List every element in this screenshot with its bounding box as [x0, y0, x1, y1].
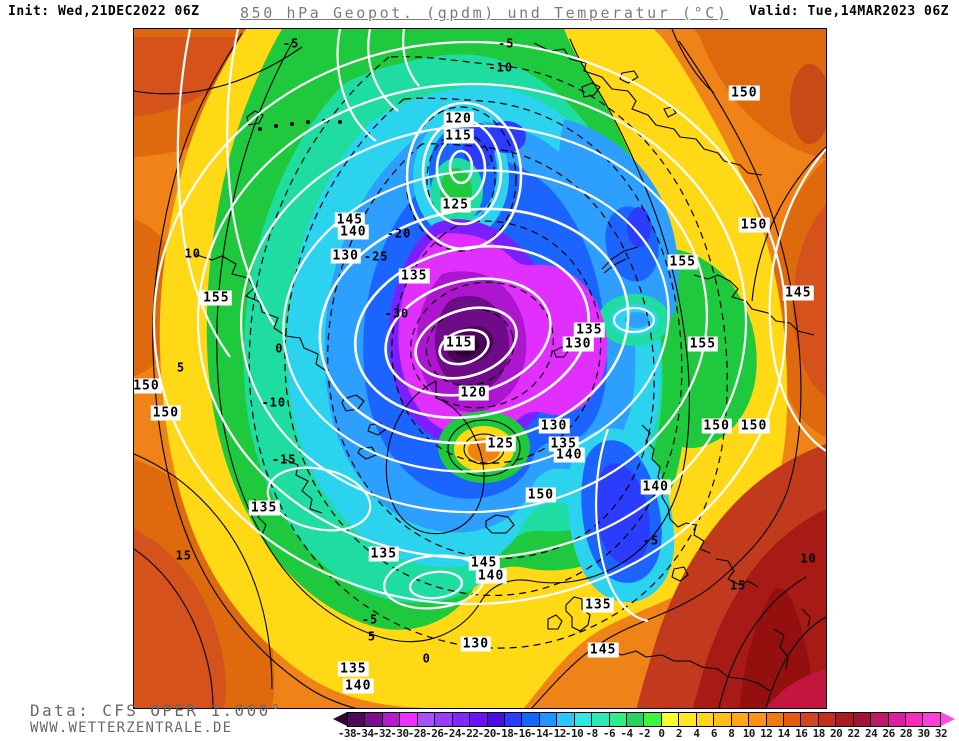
colorbar-tick-label: -4 [620, 727, 633, 740]
colorbar-cell [749, 713, 767, 726]
colorbar-cell [557, 713, 575, 726]
colorbar-tick-label: -14 [529, 727, 549, 740]
colorbar-cell [400, 713, 418, 726]
colorbar-tick-label: 16 [795, 727, 808, 740]
colorbar-tick-label: -16 [512, 727, 532, 740]
chart-title: 850 hPa Geopot. (gpdm) und Temperatur (°… [240, 4, 729, 22]
init-time-label: Init: Wed,21DEC2022 06Z [8, 4, 200, 19]
colorbar-cell [348, 713, 366, 726]
colorbar-tick-label: -26 [425, 727, 444, 740]
colorbar-tick-label: -24 [442, 727, 462, 740]
colorbar-tick-label: 12 [760, 727, 773, 740]
colorbar-tick-label: 30 [917, 727, 930, 740]
colorbar-tick-label: 0 [658, 727, 665, 740]
temperature-field [134, 29, 826, 708]
colorbar-tick-label: 32 [934, 727, 948, 740]
colorbar-tick-label: -30 [390, 727, 409, 740]
colorbar-tick-label: -28 [407, 727, 427, 740]
colorbar-cell [592, 713, 610, 726]
colorbar-cell [836, 713, 854, 726]
colorbar-cell [435, 713, 453, 726]
colorbar-left-arrow-icon [333, 712, 347, 726]
colorbar-tick-label: 20 [830, 727, 843, 740]
colorbar-tick-label: 14 [777, 727, 791, 740]
colorbar-cell [470, 713, 488, 726]
colorbar-tick-label: 10 [742, 727, 756, 740]
colorbar-cell [923, 713, 940, 726]
colorbar-cell [696, 713, 715, 726]
colorbar-tick-label: 28 [899, 727, 913, 740]
colorbar-tick-label: -18 [495, 727, 514, 740]
colorbar-cells [347, 712, 941, 727]
colorbar-tick-label: 22 [847, 727, 861, 740]
colorbar-tick-label: 26 [882, 727, 895, 740]
colorbar-cell [522, 713, 540, 726]
colorbar-tick-label: 18 [812, 727, 826, 740]
colorbar-cell [417, 713, 436, 726]
weather-map: -5 -5 -10 10 5 0 -10 -15 -20 -25 -30 -5 5 0 -5 10 15 15 1… [133, 28, 827, 709]
colorbar-cell [487, 713, 505, 726]
colorbar-tick-label: -34 [355, 727, 374, 740]
colorbar-cell [888, 713, 906, 726]
temperature-colorbar [333, 712, 955, 727]
colorbar-cell [644, 713, 662, 726]
website-label: WWW.WETTERZENTRALE.DE [30, 720, 233, 736]
colorbar-tick-label: 8 [728, 727, 735, 740]
colorbar-right-arrow-icon [941, 712, 955, 726]
colorbar-tick-label: -2 [637, 727, 651, 740]
colorbar-cell [452, 713, 471, 726]
colorbar-cell [853, 713, 872, 726]
colorbar-tick-label: -32 [372, 727, 392, 740]
colorbar-cell [818, 713, 837, 726]
colorbar-cell [382, 713, 401, 726]
colorbar-tick-label: -12 [547, 727, 566, 740]
colorbar-scale-labels: -38 -34 -32 -30 -28 -26 -24 -22 -20 -18 -16 -14 -12-… [338, 727, 948, 740]
data-source-label: Data: CFS OPER 1.000° [30, 701, 283, 720]
colorbar-tick-label: 6 [710, 727, 718, 740]
colorbar-tick-label: -38 [337, 727, 357, 740]
colorbar-cell [801, 713, 819, 726]
colorbar-cell [731, 713, 750, 726]
geopotential-contours [152, 29, 826, 623]
colorbar-cell [365, 713, 383, 726]
colorbar-cell [574, 713, 593, 726]
colorbar-cell [661, 713, 680, 726]
colorbar-tick-label: -6 [602, 727, 616, 740]
valid-time-label: Valid: Tue,14MAR2023 06Z [749, 4, 949, 19]
colorbar-tick-label: 4 [693, 727, 700, 740]
colorbar-cell [766, 713, 784, 726]
colorbar-cell [783, 713, 802, 726]
colorbar-cell [627, 713, 645, 726]
colorbar-cell [871, 713, 889, 726]
colorbar-tick-label: 2 [675, 727, 683, 740]
colorbar-cell [504, 713, 523, 726]
colorbar-cell [906, 713, 924, 726]
colorbar-cell [714, 713, 732, 726]
colorbar-tick-label: 24 [864, 727, 878, 740]
colorbar-cell [679, 713, 697, 726]
colorbar-tick-label: -10 [564, 727, 584, 740]
colorbar-tick-label: -20 [477, 727, 497, 740]
colorbar-cell [609, 713, 627, 726]
colorbar-tick-label: -22 [460, 727, 479, 740]
colorbar-cell [539, 713, 558, 726]
coastlines [193, 42, 815, 692]
colorbar-tick-label: -8 [585, 727, 598, 740]
